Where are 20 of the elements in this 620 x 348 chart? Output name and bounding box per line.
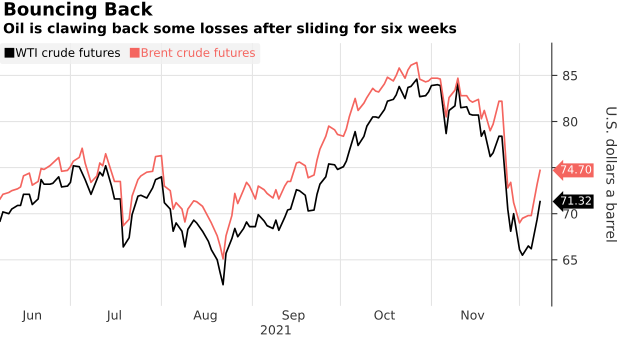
y-tick-label: 70 — [563, 209, 578, 219]
chart-title: Bouncing Back — [4, 2, 153, 20]
x-tick-label: Aug — [193, 310, 217, 322]
line-series — [0, 62, 541, 260]
x-tick-label: Jun — [22, 310, 41, 322]
x-tick-label: Nov — [462, 310, 484, 320]
legend-label: Brent crude futures — [142, 48, 255, 58]
x-tick-label: Oct — [374, 310, 396, 320]
line-series — [0, 78, 541, 286]
data-label: 71.32 — [561, 196, 591, 205]
y-axis-title: U.S. dollars a barrel — [606, 107, 618, 242]
y-tick-label: 80 — [563, 116, 578, 126]
x-tick-label: Sep — [282, 310, 305, 322]
y-tick-label: 65 — [563, 255, 578, 265]
chart-subtitle: Oil is clawing back some losses after sliding for six weeks — [4, 22, 456, 36]
x-tick-label: Jul — [106, 310, 121, 322]
legend-label: WTI crude futures — [16, 48, 120, 58]
y-tick-label: 85 — [563, 70, 578, 80]
x-axis-title: 2021 — [260, 325, 291, 335]
data-label: 74.70 — [561, 165, 592, 174]
